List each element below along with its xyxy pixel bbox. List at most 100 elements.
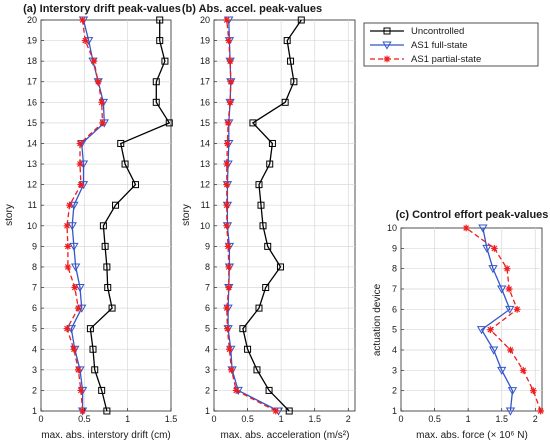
legend-marker-uncontrolled: [383, 27, 391, 35]
y-tick-label: 11: [28, 200, 37, 210]
y-tick-label: 10: [27, 221, 37, 231]
panel-c-marks: [462, 224, 545, 416]
panel-b: (b) Abs. accel. peak-values 0 0.5 1 1.5 2123…: [181, 3, 356, 441]
panel-c-ticks: 0 0.5 1 1.5 2 1 2 3 4 5 6 7 8 9 10: [387, 223, 538, 424]
data-point-partial: [223, 201, 231, 209]
panel-b-plot-area: [213, 19, 356, 412]
panel-a-ylabel: story: [4, 204, 15, 226]
panel-c-plot-area: [400, 227, 543, 412]
data-point-uncontrolled: [156, 37, 164, 45]
y-tick-label: 1: [205, 406, 210, 416]
data-point-partial: [226, 98, 234, 106]
data-point-partial: [225, 37, 233, 44]
x-tick-label: 1: [125, 414, 130, 424]
panel-a-xlabel: max. abs. interstory drift (cm): [41, 430, 170, 441]
data-point-partial: [225, 284, 233, 291]
x-tick-label: 0.5: [428, 414, 441, 424]
data-point-partial: [486, 326, 494, 334]
data-point-uncontrolled: [262, 284, 270, 292]
y-tick-label: 18: [27, 56, 37, 66]
data-point-partial: [81, 37, 89, 44]
data-point-uncontrolled: [108, 304, 116, 312]
series-line-partial: [465, 227, 542, 412]
y-tick-label: 19: [27, 36, 37, 46]
data-point-uncontrolled: [101, 242, 109, 250]
data-point-partial: [66, 201, 73, 209]
y-tick-label: 7: [392, 284, 397, 294]
data-point-partial: [223, 181, 231, 189]
y-tick-label: 19: [200, 36, 210, 46]
y-tick-label: 3: [32, 365, 37, 375]
data-point-partial: [225, 263, 233, 271]
legend-samples: [370, 27, 404, 63]
data-point-partial: [513, 305, 521, 313]
data-point-full: [482, 244, 492, 253]
panel-b-ylabel: story: [181, 204, 192, 226]
x-tick-label: 2: [346, 414, 351, 424]
data-point-uncontrolled: [265, 386, 273, 394]
data-point-uncontrolled: [287, 57, 295, 65]
y-tick-label: 1: [32, 406, 37, 416]
data-point-uncontrolled: [264, 242, 272, 250]
y-tick-label: 12: [27, 180, 37, 190]
data-point-uncontrolled: [89, 345, 97, 353]
y-tick-label: 6: [32, 303, 37, 313]
data-point-partial: [63, 222, 71, 230]
x-tick-label: 0: [211, 414, 216, 424]
y-tick-label: 20: [200, 15, 210, 25]
data-point-uncontrolled: [253, 366, 261, 374]
y-tick-label: 14: [27, 138, 37, 148]
data-point-full: [505, 407, 516, 416]
panel-b-marks: [222, 16, 305, 416]
data-point-partial: [232, 387, 240, 394]
data-point-partial: [507, 346, 514, 354]
legend-marker-partial: [383, 55, 391, 63]
y-tick-label: 7: [32, 283, 37, 293]
data-point-partial: [70, 345, 78, 353]
y-tick-label: 16: [200, 97, 210, 107]
legend: Uncontrolled AS1 full-state AS1 partial-…: [363, 22, 539, 67]
x-tick-label: 1.5: [308, 414, 321, 424]
data-point-partial: [529, 387, 537, 395]
x-tick-label: 0.5: [78, 414, 91, 424]
data-point-partial: [63, 325, 71, 333]
data-point-partial: [223, 222, 231, 230]
data-point-partial: [227, 78, 235, 86]
y-tick-label: 10: [200, 221, 210, 231]
data-point-partial: [74, 366, 82, 374]
y-tick-label: 8: [392, 264, 397, 274]
y-tick-label: 8: [32, 262, 37, 272]
data-point-partial: [77, 181, 85, 189]
data-point-partial: [94, 78, 102, 86]
data-point-uncontrolled: [104, 284, 112, 292]
legend-label-partial-state: AS1 partial-state: [411, 54, 481, 65]
y-tick-label: 13: [200, 159, 210, 169]
data-point-full: [488, 265, 498, 274]
data-point-full: [507, 387, 518, 396]
data-point-partial: [76, 160, 84, 168]
data-point-partial: [224, 242, 232, 250]
x-tick-label: 2: [533, 414, 538, 424]
y-tick-label: 17: [200, 77, 210, 87]
x-tick-label: 1.5: [495, 414, 508, 424]
y-tick-label: 4: [392, 345, 397, 355]
y-tick-label: 6: [392, 304, 397, 314]
data-point-partial: [223, 16, 231, 24]
data-point-uncontrolled: [131, 181, 139, 189]
y-tick-label: 2: [205, 385, 210, 395]
x-tick-label: 0: [38, 414, 43, 424]
y-tick-label: 7: [205, 283, 210, 293]
data-point-partial: [223, 160, 231, 168]
y-tick-label: 9: [32, 241, 37, 251]
data-point-uncontrolled: [249, 119, 257, 127]
data-point-partial: [228, 366, 235, 374]
x-tick-label: 1.5: [165, 414, 178, 424]
data-point-full: [476, 326, 487, 335]
data-point-partial: [224, 119, 232, 127]
data-point-partial: [490, 244, 498, 252]
data-point-full: [69, 242, 79, 251]
legend-marker-full: [382, 41, 392, 50]
y-tick-label: 9: [392, 243, 397, 253]
